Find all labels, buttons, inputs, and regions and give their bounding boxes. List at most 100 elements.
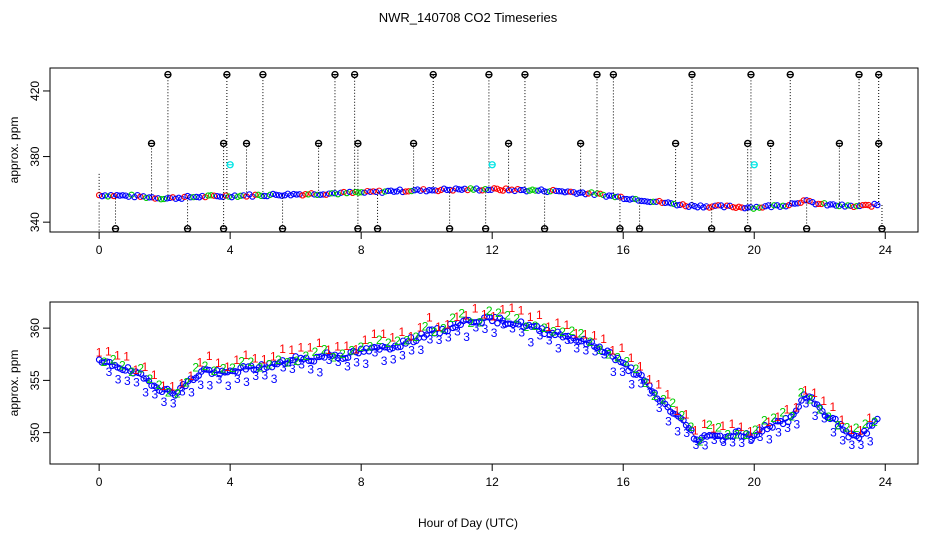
baseline-point: [874, 201, 881, 209]
data-point: [478, 319, 485, 326]
series-label-2: 2: [596, 343, 603, 357]
series-label-2: 2: [568, 324, 575, 338]
series-label-2: 2: [266, 358, 273, 372]
series-label-2: 2: [128, 365, 135, 379]
series-label-2: 2: [202, 359, 209, 373]
baseline-point: [320, 191, 327, 198]
baseline-point: [287, 192, 294, 199]
cyan-marker: [750, 161, 758, 169]
baseline-point: [272, 191, 280, 198]
baseline-point: [275, 192, 283, 199]
y-tick-label: 380: [28, 146, 42, 166]
series-label-2: 2: [495, 306, 502, 320]
series-label-3: 3: [867, 434, 874, 448]
series-label-1: 1: [793, 401, 800, 415]
baseline-point: [426, 187, 433, 194]
baseline-point: [791, 200, 798, 207]
series-label-1: 1: [298, 340, 305, 354]
series-label-3: 3: [491, 326, 498, 340]
baseline-point: [535, 187, 542, 194]
data-point: [651, 389, 658, 397]
series-label-3: 3: [408, 344, 415, 358]
baseline-point: [299, 192, 306, 199]
series-label-2: 2: [798, 385, 805, 399]
x-tick-label: 8: [358, 475, 365, 489]
baseline-point: [325, 190, 333, 197]
baseline-point: [367, 188, 374, 195]
outlier-marker-low: [373, 225, 382, 233]
top-panel: 0 4 8 12 16 20 24 340 380 420 approx. ppm: [7, 67, 919, 257]
outlier-marker-mid: [242, 139, 251, 148]
baseline-point: [408, 187, 415, 195]
series-label-3: 3: [766, 433, 773, 447]
series-label-1: 1: [765, 415, 772, 429]
series-label-2: 2: [156, 378, 163, 392]
outlier-marker-high: [747, 70, 755, 79]
series-label-2: 2: [844, 421, 851, 435]
series-label-3: 3: [500, 317, 507, 331]
series-label-3: 3: [573, 342, 580, 356]
series-label-1: 1: [343, 339, 350, 353]
series-label-3: 3: [417, 343, 424, 357]
series-label-3: 3: [454, 324, 461, 338]
series-label-3: 3: [289, 362, 296, 376]
baseline-point: [856, 202, 863, 210]
series-label-1: 1: [279, 342, 286, 356]
series-label-3: 3: [280, 361, 287, 375]
data-point: [371, 343, 378, 351]
series-label-2: 2: [357, 340, 364, 354]
baseline-point: [290, 190, 297, 198]
series-label-1: 1: [389, 331, 396, 345]
x-tick-label: 0: [96, 243, 103, 257]
series-label-3: 3: [225, 379, 232, 393]
series-label-3: 3: [234, 372, 241, 386]
baseline-point: [776, 203, 784, 210]
series-label-1: 1: [655, 377, 662, 391]
outlier-marker-high: [429, 70, 437, 79]
baseline-point: [107, 192, 115, 199]
data-point: [397, 343, 404, 350]
series-label-2: 2: [119, 359, 126, 373]
series-label-2: 2: [853, 421, 860, 435]
baseline-point: [818, 200, 825, 208]
series-label-1: 1: [646, 373, 653, 387]
baseline-point: [399, 188, 406, 196]
baseline-point: [261, 192, 268, 200]
data-point: [245, 363, 252, 370]
series-label-1: 1: [701, 417, 708, 431]
series-label-3: 3: [317, 365, 324, 379]
series-label-1: 1: [197, 356, 204, 370]
baseline-point: [759, 204, 766, 211]
baseline-point: [827, 201, 834, 208]
series-label-3: 3: [142, 386, 149, 400]
baseline-point: [269, 190, 277, 198]
series-label-3: 3: [390, 353, 397, 367]
outlier-marker-mid: [743, 139, 752, 148]
baseline-point: [355, 189, 362, 196]
baseline-point: [850, 203, 857, 211]
baseline-point: [835, 202, 843, 210]
outlier-marker-high: [223, 70, 231, 79]
series-label-1: 1: [692, 424, 699, 438]
series-label-1: 1: [637, 359, 644, 373]
series-label-1: 1: [160, 379, 167, 393]
series-label-3: 3: [106, 365, 113, 379]
series-label-1: 1: [380, 327, 387, 341]
data-point: [321, 354, 328, 361]
series-label-2: 2: [321, 342, 328, 356]
series-label-3: 3: [482, 322, 489, 336]
baseline-point: [237, 192, 244, 199]
series-label-2: 2: [715, 420, 722, 434]
outlier-marker-high: [855, 70, 863, 79]
baseline-point: [331, 190, 339, 197]
series-label-2: 2: [688, 420, 695, 434]
baseline-point: [635, 197, 642, 204]
series-label-2: 2: [192, 360, 199, 374]
series-label-2: 2: [651, 389, 658, 403]
data-point: [753, 431, 761, 439]
x-tick-label: 24: [879, 475, 893, 489]
baseline-point: [715, 202, 722, 209]
series-label-2: 2: [504, 309, 511, 323]
series-label-1: 1: [481, 308, 488, 322]
